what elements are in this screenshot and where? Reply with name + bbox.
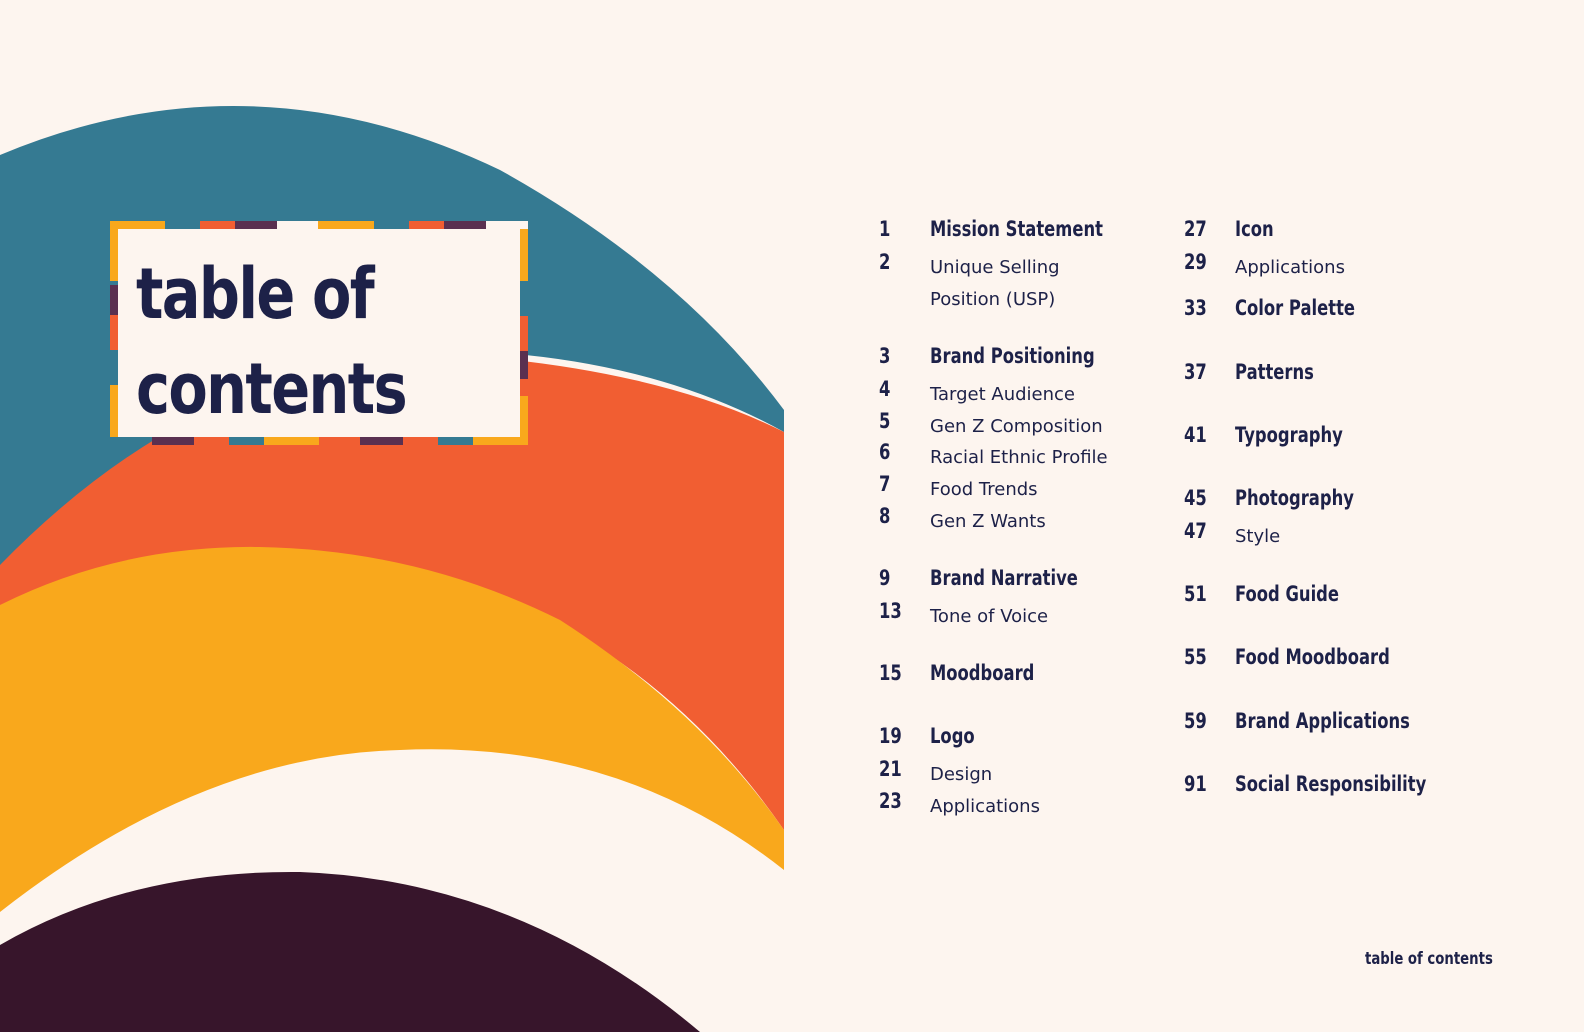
toc-section-title: Moodboard bbox=[930, 661, 1035, 685]
toc-section-title: Color Palette bbox=[1235, 296, 1356, 320]
toc-page-number: 7 bbox=[879, 472, 891, 496]
toc-section-title: Social Responsibility bbox=[1235, 772, 1427, 796]
toc-page-number: 41 bbox=[1184, 423, 1207, 447]
toc-subsection-title: Food Trends bbox=[930, 479, 1038, 500]
toc-subsection-title: Gen Z Wants bbox=[930, 511, 1046, 532]
toc-section-title: Food Moodboard bbox=[1235, 645, 1390, 669]
toc-section-title: Mission Statement bbox=[930, 217, 1103, 241]
toc-page-number: 59 bbox=[1184, 709, 1207, 733]
toc-section-title: Patterns bbox=[1235, 360, 1314, 384]
toc-page-number: 23 bbox=[879, 789, 902, 813]
toc-page-number: 33 bbox=[1184, 296, 1207, 320]
toc-page-number: 6 bbox=[879, 440, 891, 464]
title-box: table of contents bbox=[110, 221, 528, 445]
yellow-arc bbox=[0, 546, 784, 912]
toc-section-title: Brand Narrative bbox=[930, 566, 1078, 590]
page-title-line1: table of bbox=[136, 253, 375, 335]
toc-subsection-title: Gen Z Composition bbox=[930, 416, 1103, 437]
toc-page-number: 37 bbox=[1184, 360, 1207, 384]
toc-section-title: Typography bbox=[1235, 423, 1343, 447]
rainbow-arcs-artwork bbox=[0, 106, 784, 1032]
toc-page-number: 91 bbox=[1184, 772, 1207, 796]
toc-subsection-title: Applications bbox=[930, 796, 1040, 817]
toc-subsection-title: Tone of Voice bbox=[930, 606, 1049, 627]
toc-page-number: 19 bbox=[879, 724, 902, 748]
toc-subsection-title: Racial Ethnic Profile bbox=[930, 447, 1108, 468]
page-title-line2: contents bbox=[136, 348, 408, 430]
toc-section-title: Icon bbox=[1235, 217, 1274, 241]
title-box-inner bbox=[118, 229, 520, 437]
toc-page-number: 9 bbox=[879, 566, 891, 590]
toc-section-title: Photography bbox=[1235, 486, 1354, 510]
footer-label: table of contents bbox=[1365, 949, 1493, 969]
toc-section-title: Brand Positioning bbox=[930, 344, 1095, 368]
toc-section-title: Food Guide bbox=[1235, 582, 1340, 606]
toc-page-number: 21 bbox=[879, 757, 902, 781]
toc-page-number: 8 bbox=[879, 504, 891, 528]
toc-page-number: 5 bbox=[879, 409, 891, 433]
toc-subsection-title: Style bbox=[1235, 526, 1281, 547]
orange-arc bbox=[0, 352, 784, 830]
toc-page-number: 47 bbox=[1184, 519, 1207, 543]
toc-page-number: 27 bbox=[1184, 217, 1207, 241]
toc-page-number: 15 bbox=[879, 661, 902, 685]
page-title: table of contents bbox=[136, 247, 408, 437]
toc-page-number: 1 bbox=[879, 217, 891, 241]
toc-page-number: 4 bbox=[879, 377, 891, 401]
toc-page-number: 29 bbox=[1184, 250, 1207, 274]
toc-section-title: Logo bbox=[930, 724, 975, 748]
toc-page-number: 2 bbox=[879, 250, 891, 274]
toc-page-number: 55 bbox=[1184, 645, 1207, 669]
toc-subsection-title: Design bbox=[930, 764, 993, 785]
plum-arc bbox=[0, 871, 700, 1032]
toc-subsection-title: Target Audience bbox=[930, 384, 1076, 405]
toc-page-number: 3 bbox=[879, 344, 891, 368]
toc-page-number: 51 bbox=[1184, 582, 1207, 606]
toc-section-title: Brand Applications bbox=[1235, 709, 1410, 733]
toc-subsection-title: Applications bbox=[1235, 257, 1345, 278]
toc-page-number: 45 bbox=[1184, 486, 1207, 510]
dashed-border bbox=[110, 221, 528, 445]
toc-subsection-title: Unique Selling Position (USP) bbox=[930, 257, 1060, 310]
toc-page-number: 13 bbox=[879, 599, 902, 623]
